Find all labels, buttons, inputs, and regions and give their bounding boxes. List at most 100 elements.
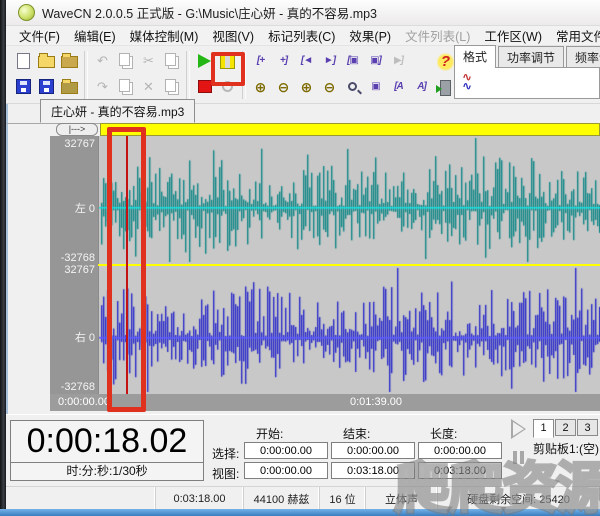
stop-button[interactable] (193, 74, 216, 99)
right-scale-max: 32767 (64, 264, 95, 276)
paste-icon (164, 78, 176, 92)
clipboard-tab-1[interactable]: 1 (533, 419, 554, 438)
zoom-sel-end-button[interactable] (410, 74, 433, 99)
zoom-selection-icon (371, 82, 379, 92)
menu-bar: 文件(F) 编辑(E) 媒体控制(M) 视图(V) 标记列表(C) 效果(P) … (6, 26, 600, 46)
annotation-rect-cursor (107, 127, 146, 412)
new-file-button[interactable] (12, 48, 35, 73)
time-format-label[interactable]: 时:分:秒:1/30秒 (11, 462, 203, 480)
clipboard-pause-icon[interactable] (513, 451, 524, 464)
select-view-button[interactable] (341, 48, 364, 73)
copy-icon (118, 78, 130, 92)
selection-start-field[interactable]: 0:00:00.00 (244, 442, 328, 459)
clipboard-tab-2[interactable]: 2 (555, 419, 576, 436)
menu-view[interactable]: 视图(V) (212, 30, 255, 44)
zoom-out-vertical-button[interactable] (272, 74, 295, 99)
cut-icon (143, 54, 154, 67)
clipboard-tab-3[interactable]: 3 (577, 419, 598, 436)
window-title: WaveCN 2.0.0.5 正式版 - G:\Music\庄心妍 - 真的不容… (42, 7, 378, 21)
select-marker-icon (394, 56, 403, 66)
zoom-in-vertical-button[interactable] (249, 74, 272, 99)
cut-button (137, 48, 160, 73)
menu-media-control[interactable]: 媒体控制(M) (129, 30, 199, 44)
import-file-button[interactable] (58, 48, 81, 73)
tab-frequency-adjust[interactable]: 频率调节 (566, 46, 600, 68)
right-scale-min: -32768 (60, 381, 95, 393)
right-scale-zero: 右 0 (74, 332, 95, 344)
playback-cursor[interactable] (126, 136, 128, 394)
save-button[interactable] (12, 74, 35, 99)
annotation-rect-pause-button (211, 52, 245, 86)
select-left-icon (301, 56, 312, 66)
select-to-start-button[interactable] (249, 48, 272, 73)
toolbar-separator (84, 51, 88, 99)
status-duration-cell: 0:03:18.00 (156, 487, 244, 510)
status-bar: 0:03:18.00 44100 赫兹 16 位 立体声 硬盘剩余空间: 254… (6, 486, 600, 510)
format-convert-icon[interactable]: ∿ ∿ (462, 70, 473, 93)
menu-edit[interactable]: 编辑(E) (73, 30, 116, 44)
save-as-button[interactable] (35, 74, 58, 99)
import-folder-icon (61, 53, 78, 68)
play-button[interactable] (193, 48, 216, 73)
zoom-out-horizontal-button[interactable] (318, 74, 341, 99)
view-end-field[interactable]: 0:03:18.00 (331, 462, 415, 479)
status-hint-cell (6, 487, 156, 510)
select-marker-button (387, 48, 410, 73)
zoom-selection-button[interactable] (364, 74, 387, 99)
current-time-display: 0:00:18.02 (26, 422, 188, 460)
tab-format[interactable]: 格式 (454, 45, 497, 68)
clipboard-play-icon[interactable] (511, 419, 526, 439)
time-ruler[interactable]: 0:00:00.00 0:01:39.00 (50, 394, 600, 411)
redo-icon (97, 80, 108, 93)
undo-button (91, 48, 114, 73)
right-channel-waveform[interactable] (99, 266, 600, 394)
status-diskspace-cell: 硬盘剩余空间: 25420 (438, 487, 600, 510)
view-length-field[interactable]: 0:03:18.00 (418, 462, 502, 479)
selection-length-field[interactable]: 0:00:00.00 (418, 442, 502, 459)
zoom-sel-start-button[interactable] (387, 74, 410, 99)
open-file-button[interactable] (35, 48, 58, 73)
overview-position-bar[interactable] (100, 123, 600, 136)
menu-file-list: 文件列表(L) (405, 30, 471, 44)
status-samplerate-cell: 44100 赫兹 (244, 487, 320, 510)
select-right-button[interactable] (318, 48, 341, 73)
left-channel-waveform[interactable] (99, 136, 600, 264)
select-all-button[interactable] (364, 48, 387, 73)
close-folder-icon (61, 79, 78, 94)
select-to-end-button[interactable] (272, 48, 295, 73)
view-start-field[interactable]: 0:00:00.00 (244, 462, 328, 479)
menu-common-files[interactable]: 常用文件(A) (556, 30, 600, 44)
open-folder-icon (38, 53, 55, 68)
menu-workspace[interactable]: 工作区(W) (484, 30, 542, 44)
menu-marker-list[interactable]: 标记列表(C) (268, 30, 336, 44)
magnifier-icon (348, 82, 357, 91)
current-time-box: 0:00:18.02 时:分:秒:1/30秒 (10, 420, 204, 481)
bottom-info-panel: 0:00:18.02 时:分:秒:1/30秒 开始: 结束: 长度: 选择: 视… (6, 414, 600, 487)
select-left-button[interactable] (295, 48, 318, 73)
zoom-in-horizontal-button[interactable] (295, 74, 318, 99)
menu-effects[interactable]: 效果(P) (349, 30, 392, 44)
help-toolbar-group: ? (434, 49, 457, 100)
zoom-sel-start-icon (394, 82, 403, 92)
tab-power-adjust[interactable]: 功率调节 (498, 46, 565, 68)
copy-button (114, 74, 137, 99)
overview-scroll-button[interactable]: |---> (56, 123, 98, 136)
app-logo-icon (18, 4, 35, 21)
close-file-button[interactable] (58, 74, 81, 99)
selection-end-field[interactable]: 0:00:00.00 (331, 442, 415, 459)
menu-file[interactable]: 文件(F) (19, 30, 60, 44)
help-icon: ? (437, 52, 454, 71)
status-channels-cell: 立体声 (366, 487, 438, 510)
magnifier-button[interactable] (341, 74, 364, 99)
title-bar[interactable]: WaveCN 2.0.0.5 正式版 - G:\Music\庄心妍 - 真的不容… (6, 0, 600, 26)
select-to-start-icon (257, 56, 264, 66)
clipboard-tabs: 1 2 3 (533, 419, 599, 438)
new-file-icon (17, 52, 30, 69)
delete-button (137, 74, 160, 99)
exit-button[interactable] (434, 75, 457, 100)
help-button[interactable]: ? (434, 49, 457, 74)
document-tab[interactable]: 庄心妍 - 真的不容易.mp3 (40, 99, 196, 123)
selection-zoom-toolbar-group (249, 48, 433, 99)
tool-panel-tabs: 格式 功率调节 频率调节 (454, 45, 600, 68)
